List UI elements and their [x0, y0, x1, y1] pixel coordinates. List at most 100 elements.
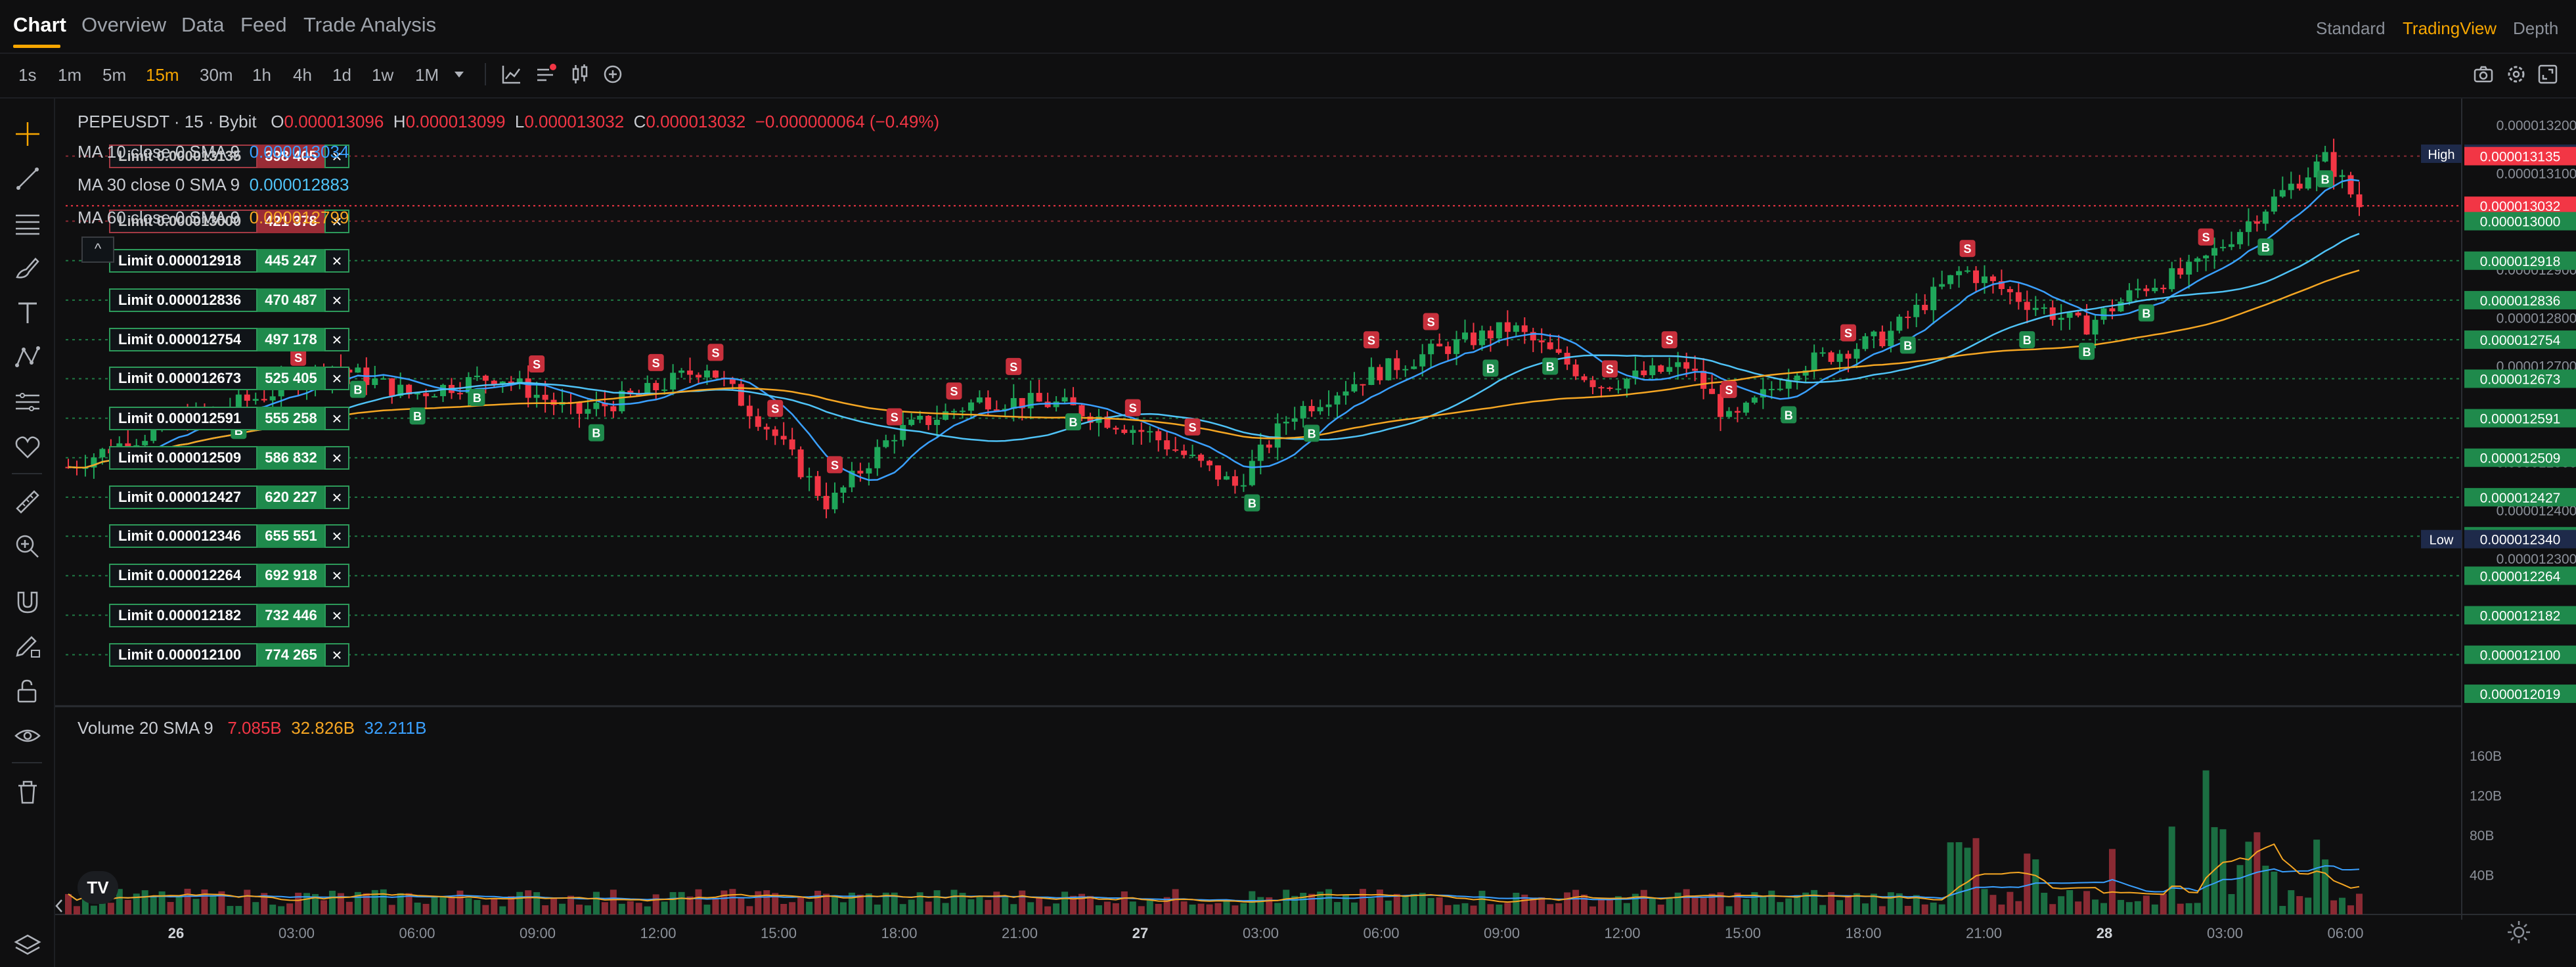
timeframe-15m[interactable]: 15m	[146, 65, 179, 85]
timeframe-1w[interactable]: 1w	[372, 65, 394, 85]
cancel-order-close-icon[interactable]: ×	[324, 248, 349, 273]
candle-body	[2229, 244, 2235, 247]
cancel-order-close-icon[interactable]: ×	[324, 367, 349, 391]
tab-overview[interactable]: Overview	[81, 13, 167, 36]
add-plus-icon[interactable]	[602, 63, 624, 85]
candle-body	[1343, 391, 1349, 396]
candle-body	[1589, 380, 1596, 388]
candle-body	[1496, 322, 1502, 339]
camera-icon[interactable]	[2472, 63, 2495, 85]
timeframe-1d[interactable]: 1d	[332, 65, 351, 85]
candle-body	[482, 375, 489, 381]
volume-bar	[772, 893, 779, 914]
limit-order-tag[interactable]: Limit 0.000012182 732 446 ×	[109, 603, 349, 627]
volume-ma-line	[68, 865, 2360, 902]
horizontal-lines-icon[interactable]	[13, 209, 42, 238]
cancel-order-close-icon[interactable]: ×	[324, 485, 349, 509]
cancel-order-close-icon[interactable]: ×	[324, 603, 349, 627]
eye-icon[interactable]	[13, 721, 42, 750]
crosshair-icon[interactable]	[13, 120, 42, 148]
cancel-order-close-icon[interactable]: ×	[324, 209, 349, 233]
timeframe-4h[interactable]: 4h	[293, 65, 312, 85]
timeframe-30m[interactable]: 30m	[200, 65, 233, 85]
lock-icon[interactable]	[13, 677, 42, 706]
zoom-in-icon[interactable]	[13, 532, 42, 561]
candle-body	[252, 399, 259, 401]
limit-order-tag[interactable]: Limit 0.000012918 445 247 ×	[109, 248, 349, 273]
sell-marker-badge	[1006, 357, 1022, 375]
settings-gear-icon[interactable]	[2505, 63, 2527, 85]
brush-icon[interactable]	[13, 254, 42, 282]
ruler-icon[interactable]	[13, 487, 42, 516]
timeframe-1m[interactable]: 1m	[58, 65, 82, 85]
timeframe-5m[interactable]: 5m	[102, 65, 127, 85]
volume-bar	[354, 891, 361, 914]
candle-body	[1155, 431, 1162, 441]
limit-order-tag[interactable]: Limit 0.000013000 421 378 ×	[109, 209, 349, 233]
chevron-down-icon[interactable]	[448, 63, 470, 85]
limit-order-tag[interactable]: Limit 0.000012673 525 405 ×	[109, 367, 349, 391]
indicators-settings-icon[interactable]	[535, 63, 557, 85]
tab-chart[interactable]: Chart	[13, 13, 66, 36]
volume-bar	[976, 897, 983, 914]
limit-order-tag[interactable]: Limit 0.000012427 620 227 ×	[109, 485, 349, 509]
heart-favorite-icon[interactable]	[13, 432, 42, 461]
volume-bar	[380, 889, 387, 914]
candle-body	[1207, 461, 1213, 466]
volume-bar	[320, 900, 327, 914]
time-tick-label: 21:00	[1966, 925, 2002, 941]
volume-bar	[550, 898, 558, 914]
cancel-order-close-icon[interactable]: ×	[324, 524, 349, 549]
tab-data[interactable]: Data	[181, 13, 225, 36]
tab-feed[interactable]: Feed	[240, 13, 287, 36]
measure-tool-icon[interactable]	[13, 388, 42, 416]
price-marker-value: 0.000013000	[2480, 215, 2561, 230]
sun-theme-icon[interactable]	[2506, 920, 2531, 945]
cancel-order-close-icon[interactable]: ×	[324, 642, 349, 667]
fullscreen-icon[interactable]	[2537, 63, 2559, 85]
view-tradingview[interactable]: TradingView	[2403, 18, 2497, 38]
collapse-legend-button[interactable]: ^	[81, 236, 114, 263]
timeframe-1h[interactable]: 1h	[252, 65, 271, 85]
limit-order-tag[interactable]: Limit 0.000013135 398 405 ×	[109, 144, 349, 168]
volume-bar	[1691, 895, 1699, 914]
limit-order-tag[interactable]: Limit 0.000012509 586 832 ×	[109, 445, 349, 470]
magnet-icon[interactable]	[13, 587, 42, 616]
candle-body	[1334, 395, 1341, 405]
volume-bar	[1257, 897, 1264, 914]
buy-marker: B	[1244, 494, 1260, 512]
trend-line-icon[interactable]	[13, 164, 42, 193]
limit-order-tag[interactable]: Limit 0.000012100 774 265 ×	[109, 642, 349, 667]
view-depth[interactable]: Depth	[2513, 18, 2559, 38]
chevron-left-icon[interactable]	[53, 896, 66, 916]
limit-order-tag[interactable]: Limit 0.000012754 497 178 ×	[109, 328, 349, 352]
trash-icon[interactable]	[13, 778, 42, 807]
limit-order-tag[interactable]: Limit 0.000012346 655 551 ×	[109, 524, 349, 549]
cancel-order-close-icon[interactable]: ×	[324, 288, 349, 312]
candle-type-icon[interactable]	[569, 63, 591, 85]
indicator-chart-icon[interactable]	[500, 63, 523, 85]
cancel-order-close-icon[interactable]: ×	[324, 445, 349, 470]
volume-bar	[1138, 906, 1145, 914]
limit-order-tag[interactable]: Limit 0.000012264 692 918 ×	[109, 564, 349, 588]
sell-marker-label: S	[891, 411, 899, 424]
cancel-order-close-icon[interactable]: ×	[324, 144, 349, 168]
cancel-order-close-icon[interactable]: ×	[324, 406, 349, 430]
candle-body	[1888, 330, 1894, 346]
pattern-tool-icon[interactable]	[13, 343, 42, 372]
cancel-order-close-icon[interactable]: ×	[324, 328, 349, 352]
tab-trade-analysis[interactable]: Trade Analysis	[303, 13, 437, 36]
text-tool-icon[interactable]	[13, 298, 42, 327]
limit-order-tag[interactable]: Limit 0.000012591 555 258 ×	[109, 406, 349, 430]
pencil-lock-icon[interactable]	[13, 632, 42, 661]
cancel-order-close-icon[interactable]: ×	[324, 564, 349, 588]
sell-marker-badge	[1721, 380, 1737, 398]
limit-order-tag[interactable]: Limit 0.000012836 470 487 ×	[109, 288, 349, 312]
timeframe-1M[interactable]: 1M	[415, 65, 439, 85]
layers-icon[interactable]	[13, 932, 42, 960]
candle-body	[636, 394, 642, 396]
volume-bar	[1708, 893, 1716, 914]
view-standard[interactable]: Standard	[2316, 18, 2386, 38]
timeframe-1s[interactable]: 1s	[18, 65, 37, 85]
